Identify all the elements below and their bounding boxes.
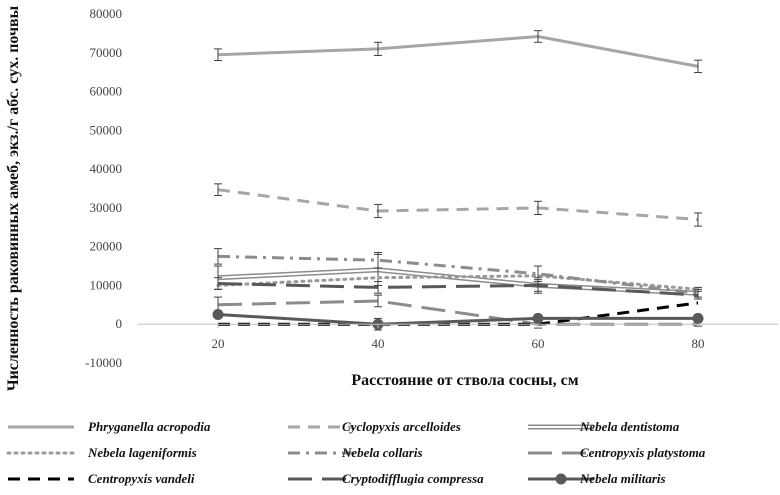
legend-label: Nebela lageniformis: [87, 445, 197, 460]
legend-label: Nebela dentistoma: [579, 419, 680, 434]
x-axis-title: Расстояние от ствола сосны, см: [351, 372, 578, 389]
legend-label: Cryptodifflugia compressa: [342, 471, 484, 486]
y-tick-label: 50000: [90, 122, 123, 137]
legend-item: Cryptodifflugia compressa: [288, 471, 484, 486]
series-line-cryptodifflugia-compressa: [217, 282, 699, 297]
legend-label: Centropyxis vandeli: [88, 471, 195, 486]
legend-label: Phryganella acropodia: [88, 419, 211, 434]
y-tick-label: 70000: [90, 45, 123, 60]
legend-item: Nebela lageniformis: [6, 445, 197, 460]
legend-item: Nebela collaris: [288, 445, 423, 460]
y-tick-label: 60000: [90, 84, 123, 99]
legend-item: Centropyxis platystoma: [528, 445, 706, 460]
series-line-centropyxis-platystoma: [217, 299, 698, 326]
y-tick-label: 10000: [90, 277, 123, 292]
y-tick-label: 20000: [90, 239, 123, 254]
x-tick-label: 60: [532, 336, 545, 351]
y-tick-label: 40000: [90, 161, 123, 176]
series-line-cyclopyxis-arcelloides: [217, 188, 699, 221]
legend-item: Phryganella acropodia: [8, 419, 211, 434]
legend-label: Centropyxis platystoma: [580, 445, 706, 460]
y-tick-label: 30000: [90, 200, 123, 215]
data-point-marker: [692, 312, 704, 324]
legend-label: Cyclopyxis arcelloides: [342, 419, 461, 434]
x-tick-label: 80: [692, 336, 705, 351]
y-tick-label: 0: [116, 316, 123, 331]
y-axis: -10000 0 10000 20000 30000 40000 50000 60000 700…: [85, 6, 122, 370]
y-axis-title: Численность раковинных амеб, экз./г абс.…: [5, 5, 22, 391]
legend-label: Nebela militaris: [579, 471, 666, 486]
x-tick-label: 20: [212, 336, 225, 351]
y-tick-label: 80000: [90, 6, 123, 21]
plot-area: [212, 30, 704, 331]
series-line-nebela-lageniformis: [216, 274, 700, 291]
legend-item: Nebela militaris: [528, 471, 666, 486]
series-line-phryganella-acropodia: [217, 34, 699, 68]
legend-item: Centropyxis vandeli: [8, 471, 195, 486]
y-tick-label: -10000: [85, 355, 122, 370]
series-line-nebela-militaris: [217, 313, 698, 326]
data-point-marker: [532, 312, 544, 324]
x-tick-label: 40: [372, 336, 385, 351]
legend-marker: [555, 473, 567, 485]
legend-item: Nebela dentistoma: [528, 419, 680, 434]
legend-label: Nebela collaris: [341, 445, 423, 460]
x-axis: 20 40 60 80: [138, 323, 778, 351]
data-point-marker: [212, 309, 224, 321]
legend: Phryganella acropodia Cyclopyxis arcelloi…: [6, 419, 706, 486]
legend-item: Cyclopyxis arcelloides: [288, 419, 461, 434]
